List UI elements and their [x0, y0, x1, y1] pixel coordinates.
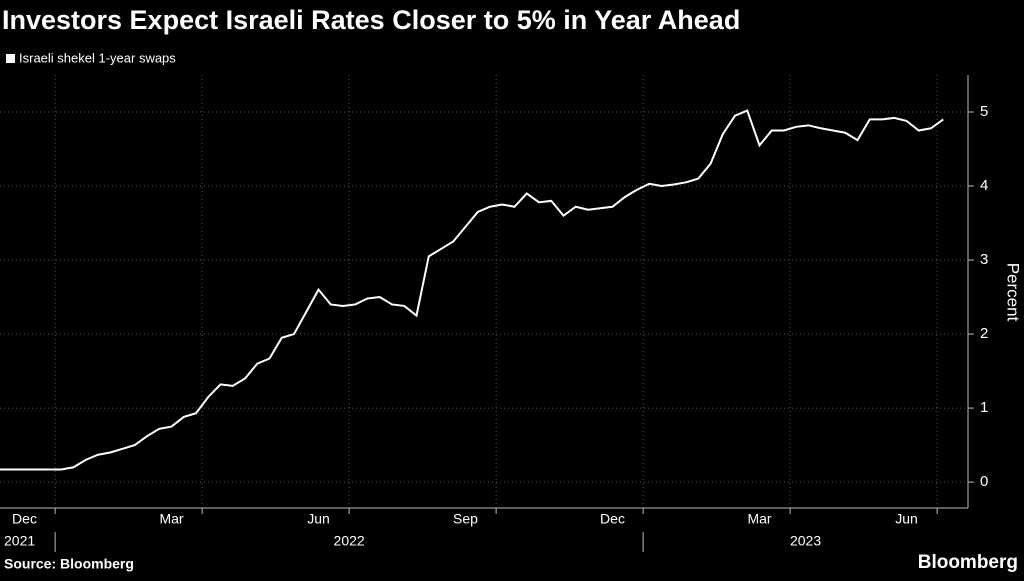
x-tick-label: Dec [12, 511, 37, 527]
y-axis-label: Percent [1004, 263, 1023, 322]
year-label: 2022 [334, 533, 365, 549]
brand-logo: Bloomberg [918, 552, 1018, 573]
year-label: 2023 [790, 533, 821, 549]
x-tick-label: Dec [600, 511, 625, 527]
legend-swatch [6, 54, 15, 63]
y-tick-label: 0 [980, 473, 988, 490]
y-tick-label: 3 [980, 251, 988, 268]
x-tick-label: Mar [747, 511, 771, 527]
chart-title: Investors Expect Israeli Rates Closer to… [2, 5, 740, 35]
y-tick-label: 5 [980, 103, 988, 120]
y-tick-label: 2 [980, 325, 988, 342]
x-tick-label: Sep [453, 511, 478, 527]
x-tick-label: Mar [159, 511, 183, 527]
data-line [0, 109, 944, 471]
x-tick-label: Jun [307, 511, 330, 527]
year-label: 2021 [4, 533, 35, 549]
x-tick-label: Jun [895, 511, 918, 527]
y-tick-label: 1 [980, 399, 988, 416]
source: Source: Bloomberg [4, 556, 134, 572]
y-tick-label: 4 [980, 177, 988, 194]
legend-label: Israeli shekel 1-year swaps [19, 50, 176, 65]
